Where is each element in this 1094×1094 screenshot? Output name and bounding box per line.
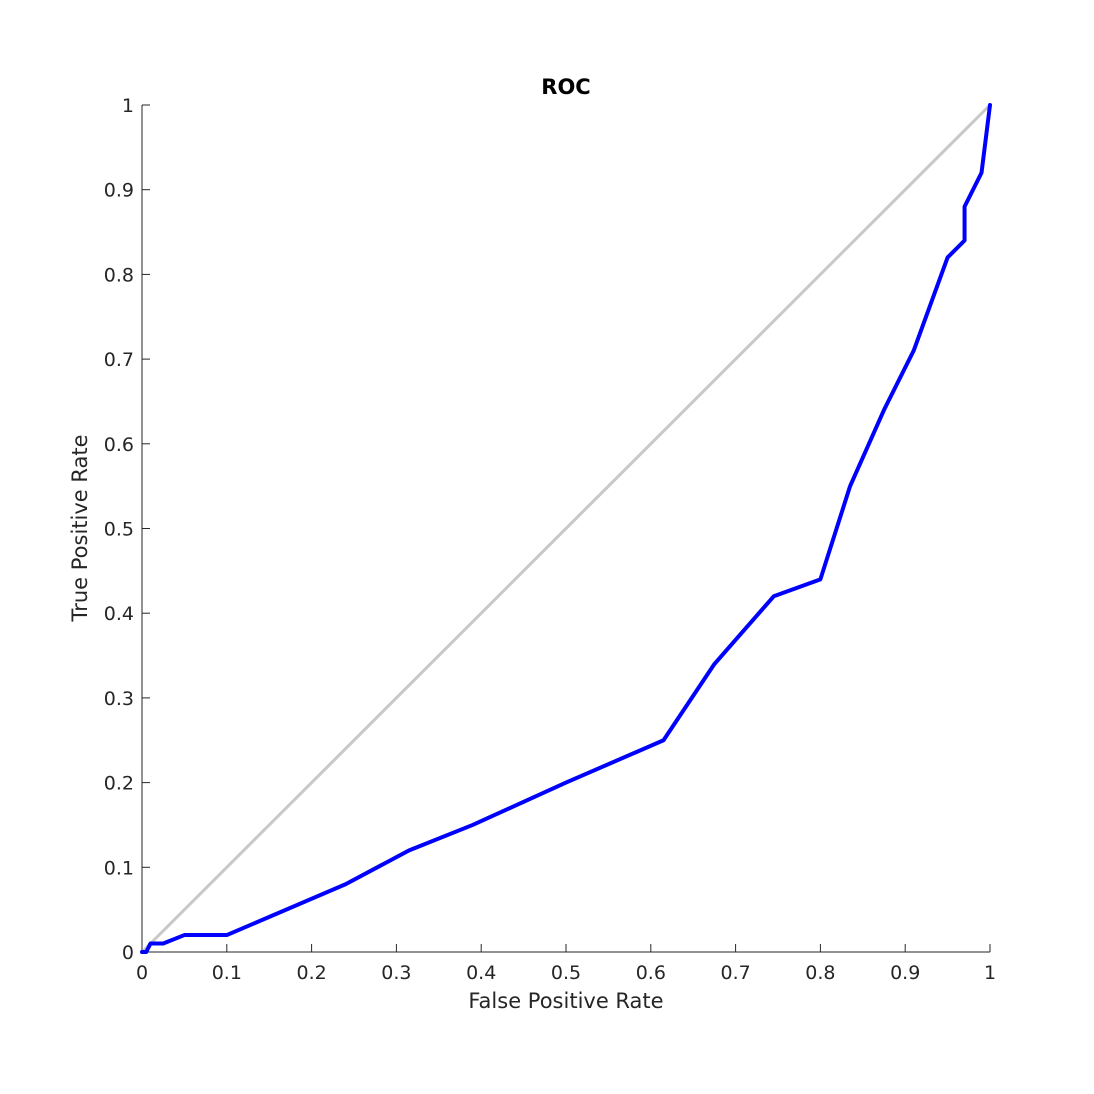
y-tick-label: 0.4 [104, 603, 134, 625]
y-tick-label: 0 [122, 942, 134, 964]
x-tick-label: 0.8 [805, 962, 835, 984]
x-tick-label: 1 [984, 962, 996, 984]
y-tick-label: 0.1 [104, 857, 134, 879]
x-axis-label: False Positive Rate [468, 989, 663, 1013]
x-tick-label: 0.5 [551, 962, 581, 984]
y-tick-label: 0.5 [104, 519, 134, 541]
x-tick-label: 0.3 [381, 962, 411, 984]
y-tick-label: 0.9 [104, 180, 134, 202]
chart-title: ROC [541, 75, 590, 99]
x-tick-label: 0.2 [296, 962, 326, 984]
x-tick-label: 0.6 [636, 962, 666, 984]
roc-curve-line [140, 103, 992, 954]
y-tick-label: 0.3 [104, 688, 134, 710]
ticks-layer: 0 0.1 0.2 0.3 0.4 0.5 0.6 0.7 0.8 0.9 1 0 0.1 0.2 0.3 0… [104, 95, 996, 984]
reference-diagonal-line [140, 103, 992, 954]
y-tick-label: 0.8 [104, 264, 134, 286]
x-tick-label: 0.9 [890, 962, 920, 984]
x-tick-label: 0.1 [212, 962, 242, 984]
y-tick-label: 1 [122, 95, 134, 117]
data-layer [140, 103, 992, 954]
y-tick-label: 0.6 [104, 434, 134, 456]
x-tick-label: 0 [136, 962, 148, 984]
y-tick-label: 0.7 [104, 349, 134, 371]
y-axis-label: True Positive Rate [68, 434, 92, 622]
x-tick-label: 0.4 [466, 962, 496, 984]
axes-layer [141, 105, 990, 953]
x-tick-label: 0.7 [720, 962, 750, 984]
y-tick-label: 0.2 [104, 773, 134, 795]
